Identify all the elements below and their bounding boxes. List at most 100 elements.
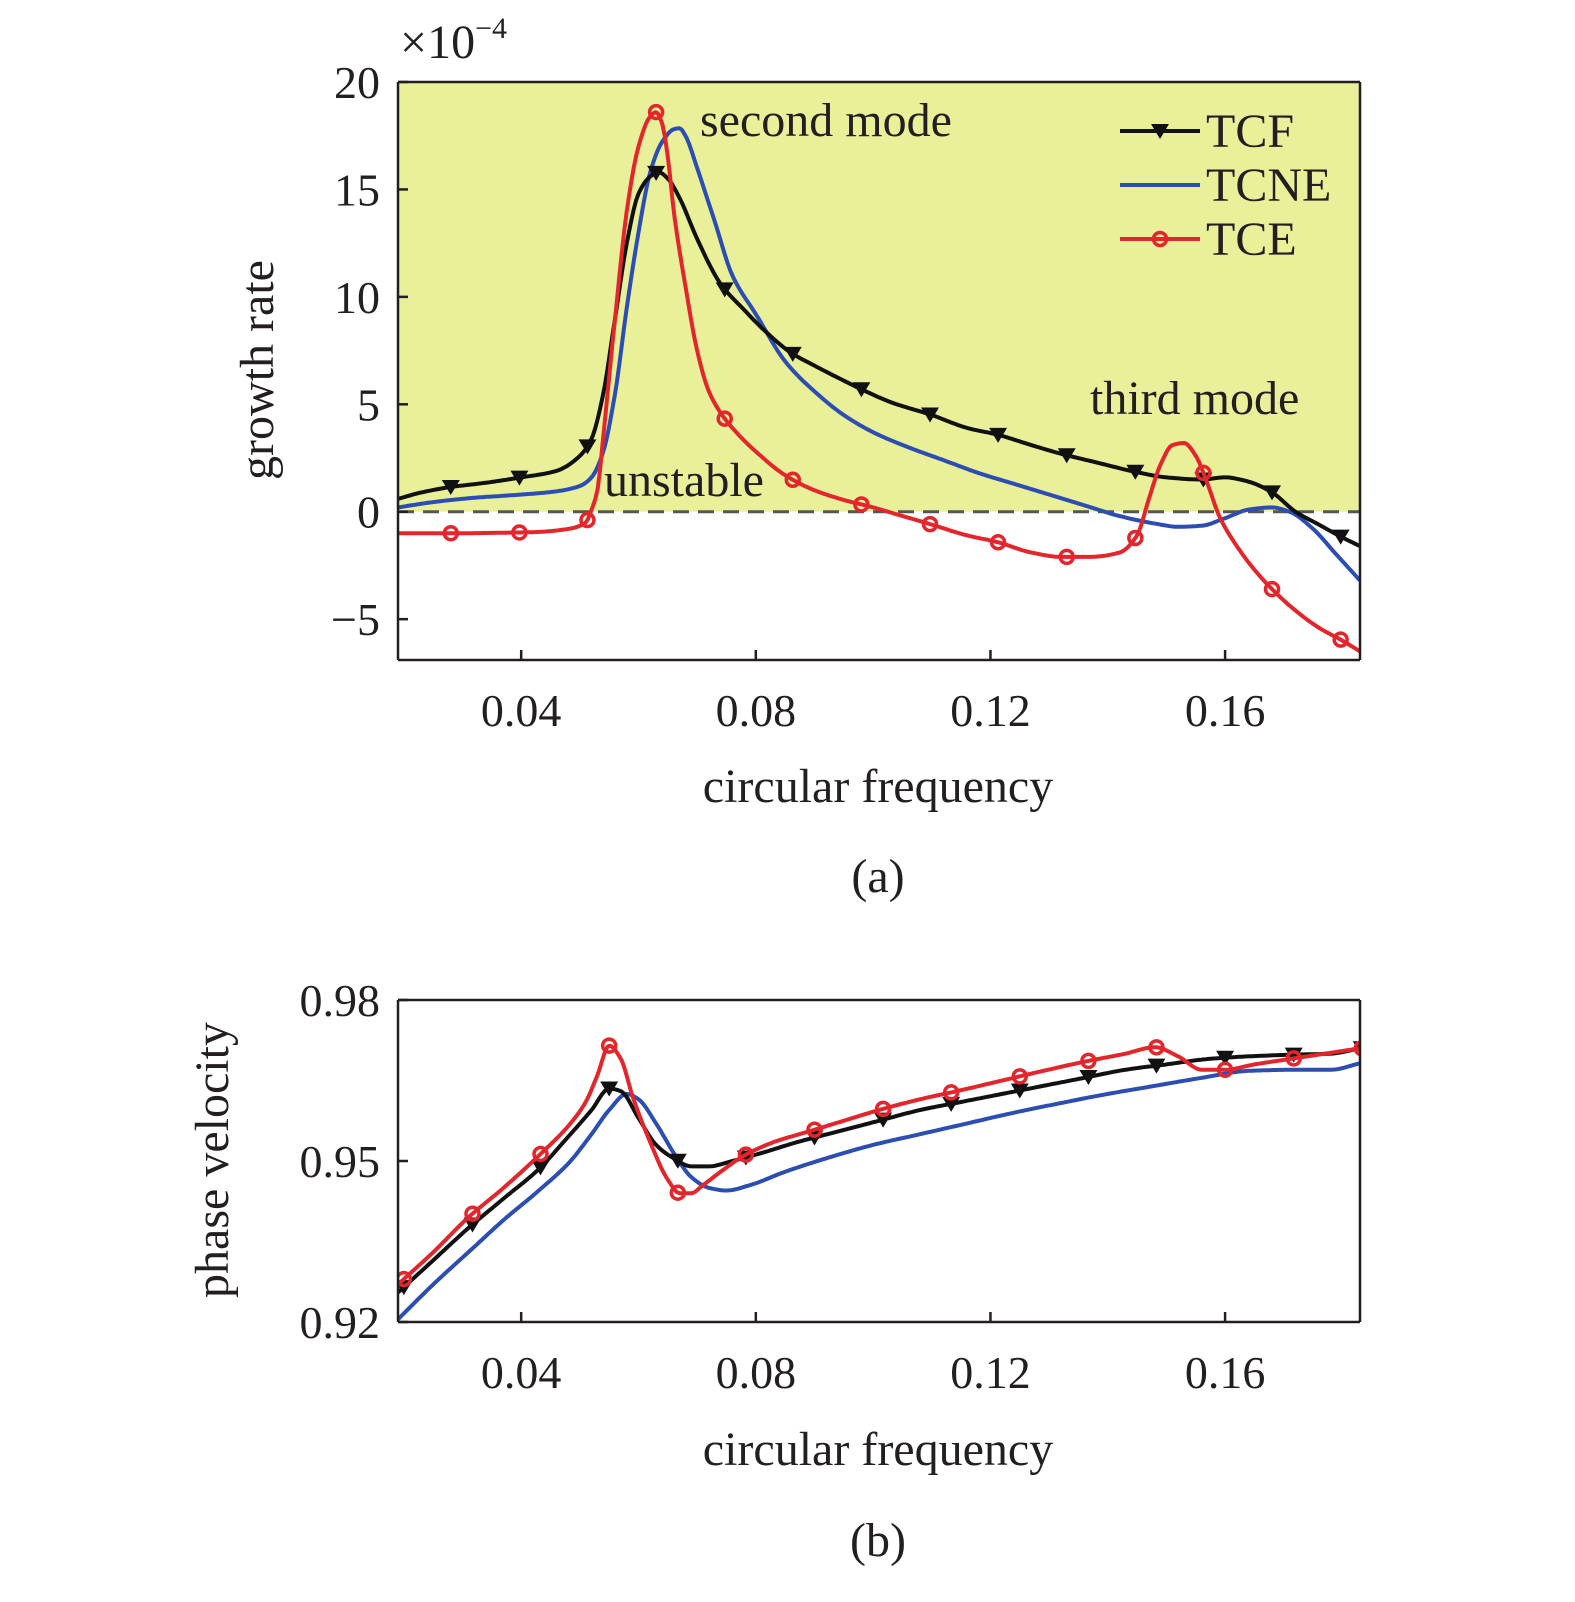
legend-label-tcf: TCF xyxy=(1206,105,1294,158)
y-multiplier: ×10−4 xyxy=(400,12,507,69)
legend-marker-tcf xyxy=(1151,124,1169,139)
chart-a-x-tick-label: 0.12 xyxy=(950,685,1031,736)
chart-b-marker-tce xyxy=(874,1100,892,1118)
chart-b-marker-tcf xyxy=(668,1153,687,1169)
legend-label-tcne: TCNE xyxy=(1206,159,1331,212)
chart-a-x-tick-label: 0.04 xyxy=(481,685,562,736)
chart-a-marker-tce xyxy=(716,410,733,427)
chart-b-marker-tcf xyxy=(1284,1047,1303,1063)
chart-b-series-line-tce xyxy=(398,1043,1360,1286)
chart-b-marker-tcf xyxy=(463,1217,482,1233)
chart-a-marker-tcf xyxy=(647,165,666,181)
legend-entry-tcne: TCNE xyxy=(1120,159,1331,212)
chart-a-y-tick-label: 15 xyxy=(334,164,380,215)
chart-a-marker-tcf xyxy=(783,346,802,362)
legend-marker-tce xyxy=(1151,230,1169,248)
chart-b-marker-tce xyxy=(398,1270,413,1288)
chart-b-x-label: circular frequency xyxy=(703,1423,1053,1476)
chart-a-marker-tcf xyxy=(441,480,460,496)
chart-a-marker-tcf xyxy=(510,470,529,486)
chart-b-marker-tcf xyxy=(1079,1069,1098,1085)
chart-b-y-label: phase velocity xyxy=(186,1022,239,1298)
chart-b-y-tick-label: 0.95 xyxy=(300,1136,381,1187)
chart-a-y-tick-label: 10 xyxy=(334,272,380,323)
chart-a-y-tick-label: 5 xyxy=(357,379,380,430)
chart-a-marker-tce xyxy=(579,511,596,529)
chart-b-marker-tce xyxy=(806,1121,823,1138)
chart-b-x-tick-label: 0.16 xyxy=(1185,1347,1266,1398)
chart-a-marker-tce xyxy=(1332,631,1349,648)
annotation-unstable: unstable xyxy=(604,454,764,507)
chart-a-y-label: growth rate xyxy=(231,260,284,480)
chart-b-marker-tce xyxy=(1285,1050,1302,1067)
chart-b-marker-tce xyxy=(669,1184,687,1201)
chart-a-marker-tce xyxy=(1127,529,1144,547)
chart-a-y-tick-label: −5 xyxy=(331,594,380,645)
chart-a-y-tick-label: 20 xyxy=(334,57,380,108)
chart-a-marker-tce xyxy=(1058,548,1075,566)
chart-a-marker-tce xyxy=(442,524,460,542)
chart-b-marker-tce xyxy=(1080,1052,1097,1070)
chart-b-marker-tcf xyxy=(942,1096,961,1112)
chart-b-marker-tcf xyxy=(1010,1083,1029,1099)
chart-b-marker-tce xyxy=(464,1205,481,1222)
chart-b-marker-tcf xyxy=(1147,1058,1166,1074)
legend-label-tce: TCE xyxy=(1206,213,1297,266)
chart-a: 0.04 0.08 0.12 0.16 −5 0 5 10 15 20 ×10−4 second … xyxy=(231,12,1362,903)
annotation-second-mode: second mode xyxy=(700,94,952,147)
chart-a-marker-tce xyxy=(921,515,939,533)
annotation-third-mode: third mode xyxy=(1090,372,1299,425)
chart-b-marker-tcf xyxy=(874,1112,893,1128)
chart-b-marker-tce xyxy=(1353,1040,1360,1057)
chart-a-marker-tcf xyxy=(715,282,734,298)
chart-a-marker-tcf xyxy=(989,427,1008,443)
chart-a-marker-tcf xyxy=(1263,485,1282,501)
chart-b-marker-tce xyxy=(532,1145,549,1163)
chart-b-marker-tce xyxy=(1216,1061,1234,1079)
chart-a-series-line-tce xyxy=(398,110,1360,654)
chart-b-marker-tcf xyxy=(1216,1050,1235,1066)
chart-a-y-tick-label: 0 xyxy=(357,487,380,538)
chart-a-marker-tce xyxy=(989,534,1007,551)
chart-a-x-tick-label: 0.08 xyxy=(716,685,797,736)
chart-a-marker-tcf xyxy=(921,407,940,423)
unstable-region-shading xyxy=(398,82,1360,512)
chart-a-marker-tcf xyxy=(1057,448,1076,464)
chart-b-marker-tcf xyxy=(600,1081,619,1097)
chart-b-series-line-tcne xyxy=(398,1061,1360,1321)
chart-b-x-tick-label: 0.08 xyxy=(716,1347,797,1398)
chart-a-marker-tce xyxy=(784,471,802,489)
chart-a-series-line-tcne xyxy=(398,126,1360,582)
chart-b-marker-tce xyxy=(737,1146,755,1163)
chart-a-x-label: circular frequency xyxy=(703,760,1053,813)
chart-b-caption: (b) xyxy=(850,1514,906,1567)
chart-b-axes: 0.04 0.08 0.12 0.16 0.92 0.95 0.98 xyxy=(300,975,1362,1398)
chart-b-marker-tce xyxy=(1148,1039,1165,1056)
chart-a-axes: 0.04 0.08 0.12 0.16 −5 0 5 10 15 20 xyxy=(331,57,1362,736)
chart-b-marker-tce xyxy=(1011,1068,1029,1085)
chart-a-marker-tce xyxy=(1195,464,1212,482)
chart-b: 0.04 0.08 0.12 0.16 0.92 0.95 0.98 phase veloc… xyxy=(186,975,1362,1567)
chart-b-marker-tce xyxy=(942,1084,960,1101)
legend-entry-tcf: TCF xyxy=(1120,105,1294,158)
chart-a-marker-tce xyxy=(1263,580,1281,598)
chart-b-marker-tcf xyxy=(531,1160,550,1176)
chart-a-marker-tce xyxy=(647,103,665,121)
chart-b-series xyxy=(398,1037,1360,1321)
legend: TCF TCNE TCE xyxy=(1120,105,1331,266)
chart-b-y-tick-label: 0.98 xyxy=(300,975,381,1026)
chart-b-y-tick-label: 0.92 xyxy=(300,1297,381,1348)
chart-a-marker-tcf xyxy=(578,439,597,455)
chart-b-x-tick-label: 0.12 xyxy=(950,1347,1031,1398)
chart-a-x-tick-label: 0.16 xyxy=(1185,685,1266,736)
chart-b-marker-tce xyxy=(600,1037,618,1054)
chart-a-marker-tcf xyxy=(1331,529,1350,545)
chart-a-marker-tce xyxy=(853,496,870,513)
chart-b-x-tick-label: 0.04 xyxy=(481,1347,562,1398)
legend-entry-tce: TCE xyxy=(1120,213,1297,266)
chart-a-series xyxy=(398,103,1360,654)
chart-a-marker-tce xyxy=(511,524,528,541)
chart-a-marker-tcf xyxy=(1126,464,1145,480)
chart-a-caption: (a) xyxy=(851,850,904,903)
